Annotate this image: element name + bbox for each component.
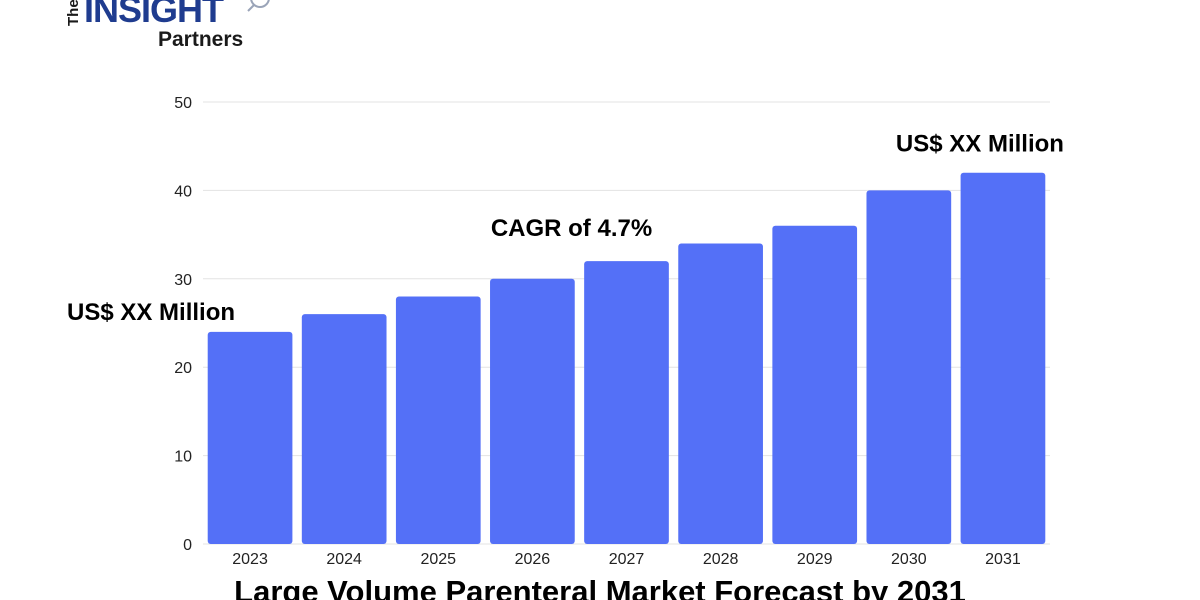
bar: [395, 296, 481, 544]
bar: [772, 225, 858, 544]
annotation-label: CAGR of 4.7%: [491, 215, 652, 242]
x-tick-label: 2031: [985, 551, 1021, 568]
bar: [960, 172, 1046, 544]
logo-partners-text: Partners: [158, 28, 243, 51]
bar: [490, 278, 575, 544]
y-tick-label: 40: [174, 183, 192, 200]
logo-insight-text: INSIGHT: [84, 0, 224, 30]
x-tick-label: 2029: [797, 551, 833, 568]
logo-magnifier-icon: [250, 0, 270, 8]
y-tick-label: 30: [174, 272, 192, 289]
y-tick-label: 0: [183, 537, 192, 554]
chart-title: Large Volume Parenteral Market Forecast …: [234, 574, 966, 600]
annotation-label: US$ XX Million: [67, 299, 235, 326]
x-tick-label: 2026: [515, 551, 551, 568]
logo-magnifier-handle: [247, 4, 255, 12]
bar: [678, 243, 763, 544]
x-tick-label: 2028: [703, 551, 739, 568]
logo-the-text: The: [65, 0, 82, 26]
logo-graphic: The INSIGHT Partners: [65, 0, 270, 51]
y-tick-label: 20: [174, 360, 192, 377]
x-tick-label: 2030: [891, 551, 927, 568]
x-tick-label: 2027: [609, 551, 645, 568]
y-tick-label: 50: [174, 95, 192, 112]
annotation-label: US$ XX Million: [896, 131, 1064, 158]
x-tick-label: 2025: [420, 551, 456, 568]
bar: [584, 261, 669, 544]
bar: [207, 331, 293, 544]
bar: [301, 314, 387, 544]
y-tick-label: 10: [174, 449, 192, 466]
x-tick-label: 2024: [326, 551, 362, 568]
insight-partners-logo: The INSIGHT Partners: [62, 0, 282, 52]
x-tick-label: 2023: [232, 551, 268, 568]
bar: [866, 190, 952, 544]
